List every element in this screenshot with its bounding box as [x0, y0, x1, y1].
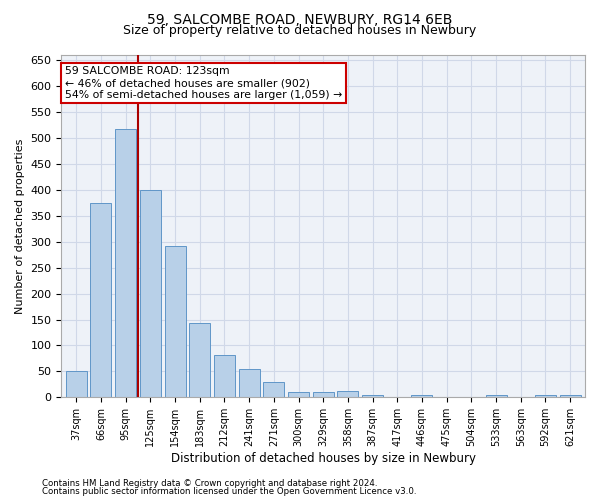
Bar — [337, 391, 358, 398]
Text: Contains public sector information licensed under the Open Government Licence v3: Contains public sector information licen… — [42, 487, 416, 496]
Bar — [189, 323, 210, 398]
Y-axis label: Number of detached properties: Number of detached properties — [15, 138, 25, 314]
X-axis label: Distribution of detached houses by size in Newbury: Distribution of detached houses by size … — [171, 452, 476, 465]
Bar — [288, 392, 309, 398]
Bar — [164, 246, 185, 398]
Bar — [313, 392, 334, 398]
Bar — [140, 190, 161, 398]
Bar — [412, 395, 433, 398]
Bar — [362, 395, 383, 398]
Text: Size of property relative to detached houses in Newbury: Size of property relative to detached ho… — [124, 24, 476, 37]
Bar — [66, 372, 87, 398]
Bar — [485, 395, 506, 398]
Bar — [239, 369, 260, 398]
Bar — [535, 395, 556, 398]
Bar — [91, 203, 112, 398]
Bar — [214, 355, 235, 398]
Text: Contains HM Land Registry data © Crown copyright and database right 2024.: Contains HM Land Registry data © Crown c… — [42, 478, 377, 488]
Text: 59 SALCOMBE ROAD: 123sqm
← 46% of detached houses are smaller (902)
54% of semi-: 59 SALCOMBE ROAD: 123sqm ← 46% of detach… — [65, 66, 343, 100]
Bar — [560, 395, 581, 398]
Text: 59, SALCOMBE ROAD, NEWBURY, RG14 6EB: 59, SALCOMBE ROAD, NEWBURY, RG14 6EB — [148, 12, 452, 26]
Bar — [115, 129, 136, 398]
Bar — [263, 382, 284, 398]
